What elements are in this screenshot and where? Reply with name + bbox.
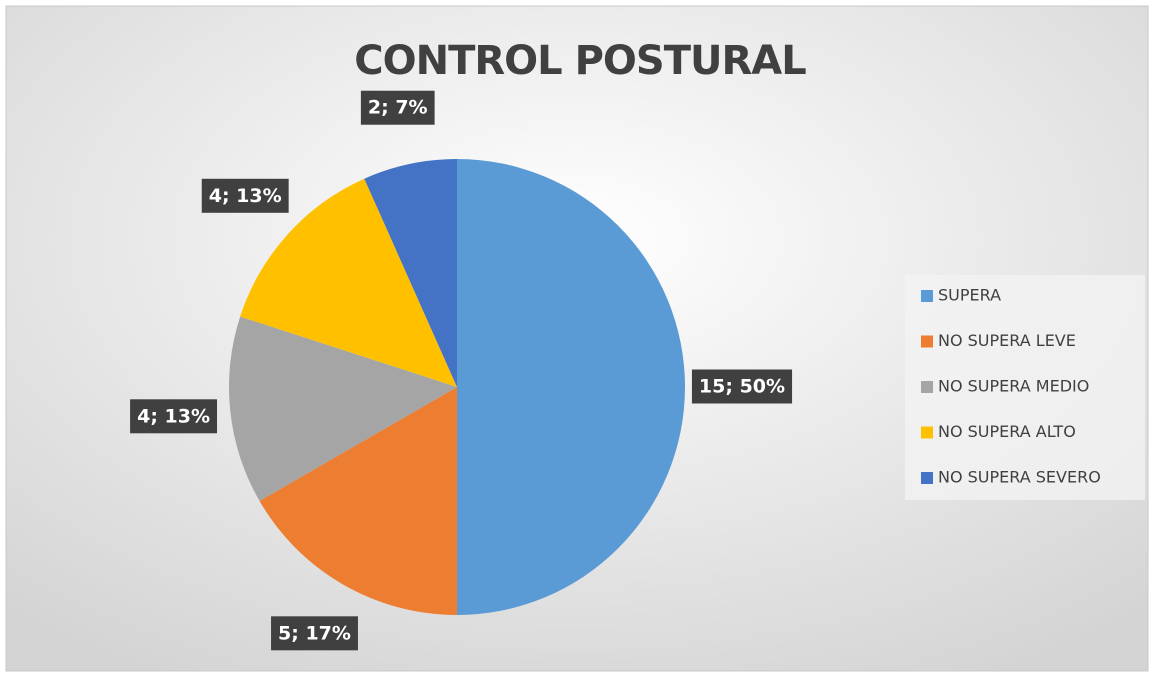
pie-slice — [240, 178, 457, 387]
data-label-box — [691, 369, 793, 404]
data-label-box — [271, 616, 358, 651]
data-label-box — [360, 90, 435, 125]
data-label: 4; 13% — [137, 405, 210, 427]
legend-label: NO SUPERA MEDIO — [938, 377, 1089, 396]
legend-label: SUPERA — [938, 286, 1001, 305]
legend-swatch — [921, 381, 933, 393]
legend-label: NO SUPERA LEVE — [938, 331, 1076, 350]
pie-slice — [259, 387, 457, 615]
pie-slice — [457, 159, 685, 615]
legend-swatch — [921, 335, 933, 348]
legend-box — [905, 275, 1145, 500]
data-label: 2; 7% — [368, 97, 428, 119]
legend-swatch — [921, 472, 933, 484]
chart-title: CONTROL POSTURAL — [354, 38, 806, 84]
pie-slice — [364, 159, 457, 387]
legend-label: NO SUPERA ALTO — [938, 422, 1076, 441]
legend-swatch — [921, 290, 933, 302]
legend-swatch — [921, 426, 933, 439]
data-label: 5; 17% — [278, 622, 351, 644]
legend-label: NO SUPERA SEVERO — [938, 468, 1101, 487]
pie-slice — [229, 316, 457, 501]
data-label: 4; 13% — [209, 185, 282, 207]
data-label-box — [130, 399, 218, 434]
data-label: 15; 50% — [699, 376, 785, 398]
data-label-box — [201, 178, 289, 213]
